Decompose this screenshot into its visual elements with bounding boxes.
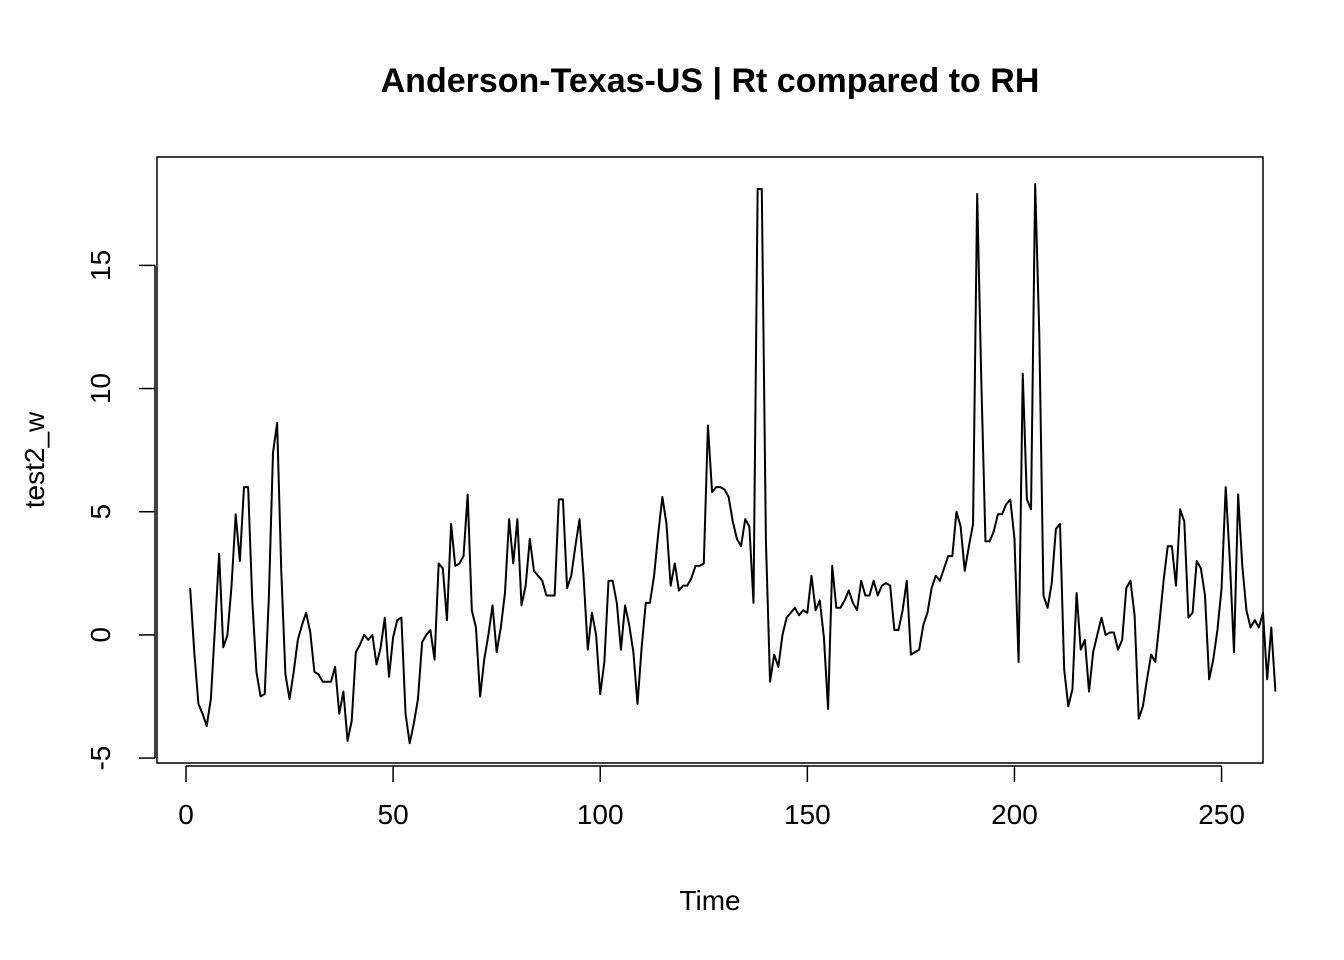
- y-tick-label: 15: [85, 250, 116, 281]
- plot-frame: [156, 156, 1264, 764]
- x-axis: 0 50 100 150 200 250: [178, 765, 1245, 830]
- chart-title: Anderson-Texas-US | Rt compared to RH: [381, 62, 1040, 100]
- y-tick-label: 10: [85, 373, 116, 404]
- y-axis: -5 0 5 10 15: [85, 250, 156, 771]
- x-axis-title: Time: [679, 885, 740, 916]
- y-tick-label: 5: [85, 504, 116, 520]
- x-tick-label: 0: [178, 799, 194, 830]
- series-line: [189, 183, 1277, 745]
- x-tick-label: 50: [378, 799, 409, 830]
- x-tick-label: 250: [1198, 799, 1245, 830]
- x-tick-label: 150: [784, 799, 831, 830]
- x-tick-label: 100: [577, 799, 624, 830]
- y-tick-label: 0: [85, 627, 116, 643]
- y-axis-title: test2_w: [19, 411, 50, 508]
- x-tick-label: 200: [991, 799, 1038, 830]
- y-tick-label: -5: [85, 746, 116, 771]
